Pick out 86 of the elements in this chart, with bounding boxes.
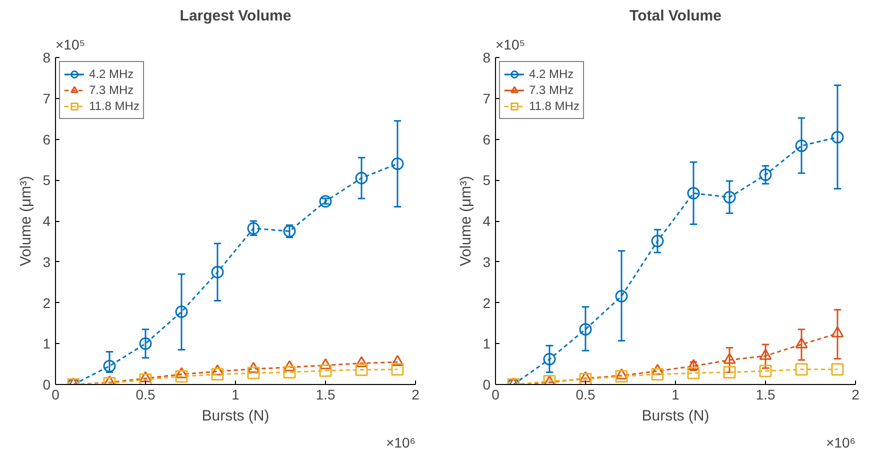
legend-label: 11.8 MHz — [529, 98, 580, 114]
x-tick-label: 0.5 — [136, 386, 156, 402]
point — [687, 186, 700, 200]
point — [831, 130, 844, 144]
y-tick-label: 5 — [482, 172, 491, 188]
chart-title: Total Volume — [630, 8, 722, 24]
chart-title: Largest Volume — [180, 8, 292, 24]
y-tick-label: 6 — [482, 131, 491, 148]
point — [319, 195, 332, 208]
point — [211, 368, 224, 381]
point — [175, 306, 188, 318]
x-tick-label: 1 — [672, 386, 680, 402]
point — [247, 366, 260, 380]
y-tick-label: 0 — [482, 376, 491, 392]
y-axis-title: Volume (μm³) — [18, 176, 35, 266]
y-tick-label: 2 — [482, 294, 491, 311]
point — [723, 352, 736, 364]
point — [759, 364, 772, 378]
point — [723, 366, 736, 378]
y-tick-label: 4 — [482, 213, 491, 229]
point — [211, 266, 224, 278]
point — [651, 234, 664, 248]
point — [687, 366, 700, 380]
x-axis-title: Bursts (N) — [202, 408, 270, 424]
point — [543, 352, 556, 366]
y-tick-label: 5 — [42, 172, 51, 188]
point — [795, 363, 808, 376]
point — [355, 172, 368, 184]
x-tick-label: 1.5 — [756, 386, 776, 402]
point — [651, 368, 664, 381]
legend-label: 7.3 MHz — [529, 82, 574, 98]
text: ×10⁶ — [386, 434, 416, 450]
y-tick-label: 0 — [42, 376, 51, 392]
y-tick-label: 2 — [42, 294, 51, 311]
y-tick-label: 3 — [482, 254, 491, 270]
point — [391, 363, 404, 376]
point — [139, 337, 152, 350]
point — [103, 360, 116, 372]
point — [795, 337, 808, 348]
legend-label: 7.3 MHz — [89, 82, 134, 98]
text: ×10⁶ — [826, 434, 856, 450]
legend-label: 4.2 MHz — [529, 66, 574, 82]
x-tick-label: 2 — [412, 386, 420, 402]
x-tick-label: 2 — [852, 386, 860, 402]
x-tick-label: 1 — [232, 386, 240, 402]
point — [391, 158, 404, 170]
y-tick-label: 7 — [482, 90, 491, 106]
x-tick-label: 0.5 — [576, 386, 596, 402]
x-axis-title: Bursts (N) — [642, 408, 710, 424]
y-tick-label: 1 — [482, 336, 491, 352]
point — [319, 358, 332, 370]
point — [175, 370, 188, 383]
point — [831, 363, 844, 376]
point — [615, 370, 628, 383]
y-tick-label: 7 — [42, 90, 51, 106]
y-axis-title: Volume (μm³) — [458, 176, 475, 266]
point — [319, 364, 332, 377]
point — [211, 364, 224, 376]
point — [759, 348, 772, 360]
legend-label: 4.2 MHz — [89, 66, 134, 82]
point — [615, 290, 628, 302]
x-tick-label: 1.5 — [316, 386, 336, 402]
text: ×10⁵ — [56, 36, 86, 52]
point — [247, 222, 260, 235]
point — [355, 364, 368, 376]
point — [579, 323, 592, 336]
point — [831, 326, 844, 338]
point — [175, 367, 188, 378]
point — [723, 191, 736, 204]
point — [247, 362, 260, 373]
y-tick-label: 1 — [42, 336, 51, 352]
y-tick-label: 3 — [42, 254, 51, 270]
point — [615, 368, 628, 380]
y-tick-label: 8 — [42, 50, 51, 66]
point — [283, 366, 296, 378]
point — [391, 354, 404, 366]
y-tick-label: 8 — [482, 50, 491, 66]
text: ×10⁵ — [496, 36, 526, 52]
y-tick-label: 6 — [42, 131, 51, 148]
point — [795, 140, 808, 152]
point — [759, 168, 772, 182]
point — [355, 356, 368, 368]
y-tick-label: 4 — [42, 213, 51, 229]
point — [283, 360, 296, 372]
point — [651, 364, 664, 375]
legend-label: 11.8 MHz — [89, 98, 140, 114]
